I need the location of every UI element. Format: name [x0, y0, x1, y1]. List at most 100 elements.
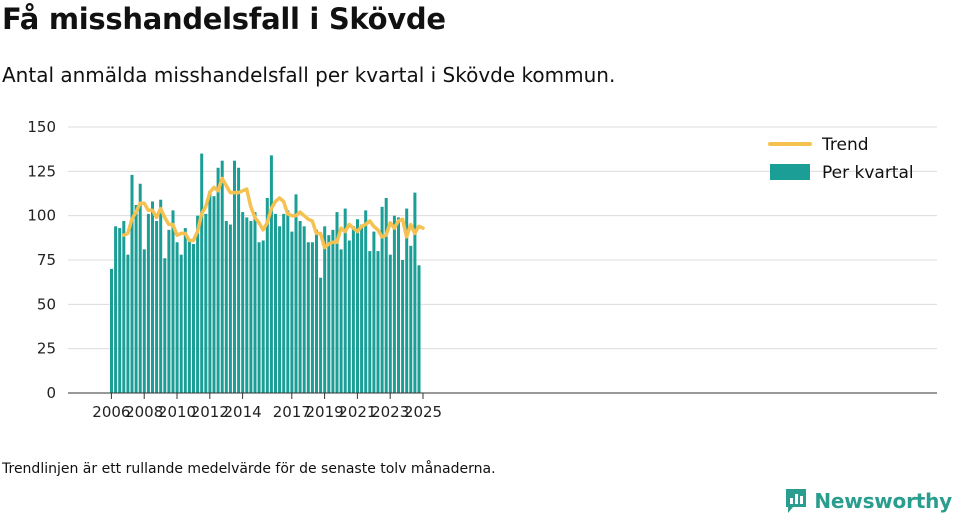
bar [146, 213, 150, 393]
bar [114, 226, 118, 393]
bar [204, 213, 208, 393]
bar [245, 217, 249, 393]
y-axis-ticks: 0 25 50 75 100 125 150 [27, 118, 56, 402]
x-tick-label: 2023 [371, 403, 409, 420]
bar [392, 215, 396, 393]
bar [306, 242, 310, 393]
bar [372, 231, 376, 393]
x-tick-label: 2006 [92, 403, 130, 420]
legend-trend-label: Trend [821, 135, 869, 155]
x-tick-label: 2025 [404, 403, 442, 420]
bar [384, 197, 388, 393]
bar [298, 220, 302, 393]
bar [282, 213, 286, 393]
legend-bar-label: Per kvartal [822, 163, 914, 183]
bar [159, 199, 163, 393]
bar [290, 231, 294, 393]
bar [163, 258, 167, 393]
newsworthy-logo-icon [786, 489, 807, 513]
bar [175, 242, 179, 393]
bar [224, 220, 228, 393]
bar [216, 167, 220, 393]
bar [364, 210, 368, 393]
y-tick-label: 100 [27, 207, 56, 225]
bar [200, 153, 204, 393]
bar [118, 228, 122, 393]
bar [220, 160, 224, 393]
bar [360, 224, 364, 393]
trend-line-group [121, 176, 425, 250]
bar [335, 212, 339, 393]
bar [413, 192, 417, 393]
bar [376, 251, 380, 393]
bar [356, 219, 359, 393]
bar [323, 226, 327, 393]
bar [261, 240, 265, 393]
bar [208, 190, 212, 393]
bar [241, 212, 245, 393]
x-tick-label: 2008 [125, 403, 163, 420]
bar [183, 228, 187, 393]
bar [339, 249, 343, 393]
x-tick-label: 2010 [158, 403, 196, 420]
bar [343, 208, 347, 393]
bar [138, 183, 142, 393]
bar [286, 210, 290, 393]
bar [327, 235, 331, 393]
bar [212, 196, 216, 393]
bar [249, 220, 253, 393]
bar [134, 205, 138, 393]
bar [167, 229, 171, 393]
bar [368, 251, 372, 393]
y-tick-label: 75 [37, 251, 56, 269]
bar [347, 240, 351, 393]
x-tick-label: 2014 [224, 403, 262, 420]
bar [151, 201, 154, 393]
bar [130, 174, 134, 393]
brand-name: Newsworthy [814, 489, 952, 513]
bar [294, 194, 298, 393]
y-tick-label: 125 [27, 162, 56, 180]
bar [302, 226, 306, 393]
bar [192, 244, 195, 393]
bar [171, 210, 175, 393]
bar [265, 197, 269, 393]
footnote: Trendlinjen är ett rullande medelvärde f… [2, 461, 496, 477]
y-tick-label: 25 [37, 340, 56, 358]
bars [110, 153, 421, 393]
x-tick-label: 2021 [338, 403, 376, 420]
bar [179, 254, 183, 393]
y-tick-label: 50 [37, 295, 56, 313]
legend: Trend Per kvartal [768, 135, 914, 183]
bar [126, 254, 130, 393]
x-tick-label: 2017 [273, 403, 311, 420]
bar [397, 217, 400, 393]
bar [142, 249, 146, 393]
x-tick-label: 2012 [191, 403, 229, 420]
y-tick-label: 150 [27, 118, 56, 136]
bar [237, 167, 241, 393]
brand[interactable]: Newsworthy [784, 487, 952, 515]
bar [228, 224, 232, 393]
bar [233, 160, 236, 393]
bar [401, 260, 405, 393]
bar [310, 242, 314, 393]
bar [155, 220, 159, 393]
bar [269, 155, 273, 393]
x-tick-label: 2019 [306, 403, 344, 420]
bar [319, 277, 323, 393]
bar [110, 268, 113, 393]
bar [278, 226, 282, 393]
bar [351, 226, 355, 393]
page-title: Få misshandelsfall i Skövde [2, 2, 446, 36]
bar [405, 208, 409, 393]
bar [409, 245, 413, 393]
y-tick-label: 0 [46, 384, 56, 402]
bar [388, 254, 392, 393]
bar [331, 229, 335, 393]
bar [315, 229, 318, 393]
bar [196, 215, 200, 393]
bar [122, 220, 126, 393]
